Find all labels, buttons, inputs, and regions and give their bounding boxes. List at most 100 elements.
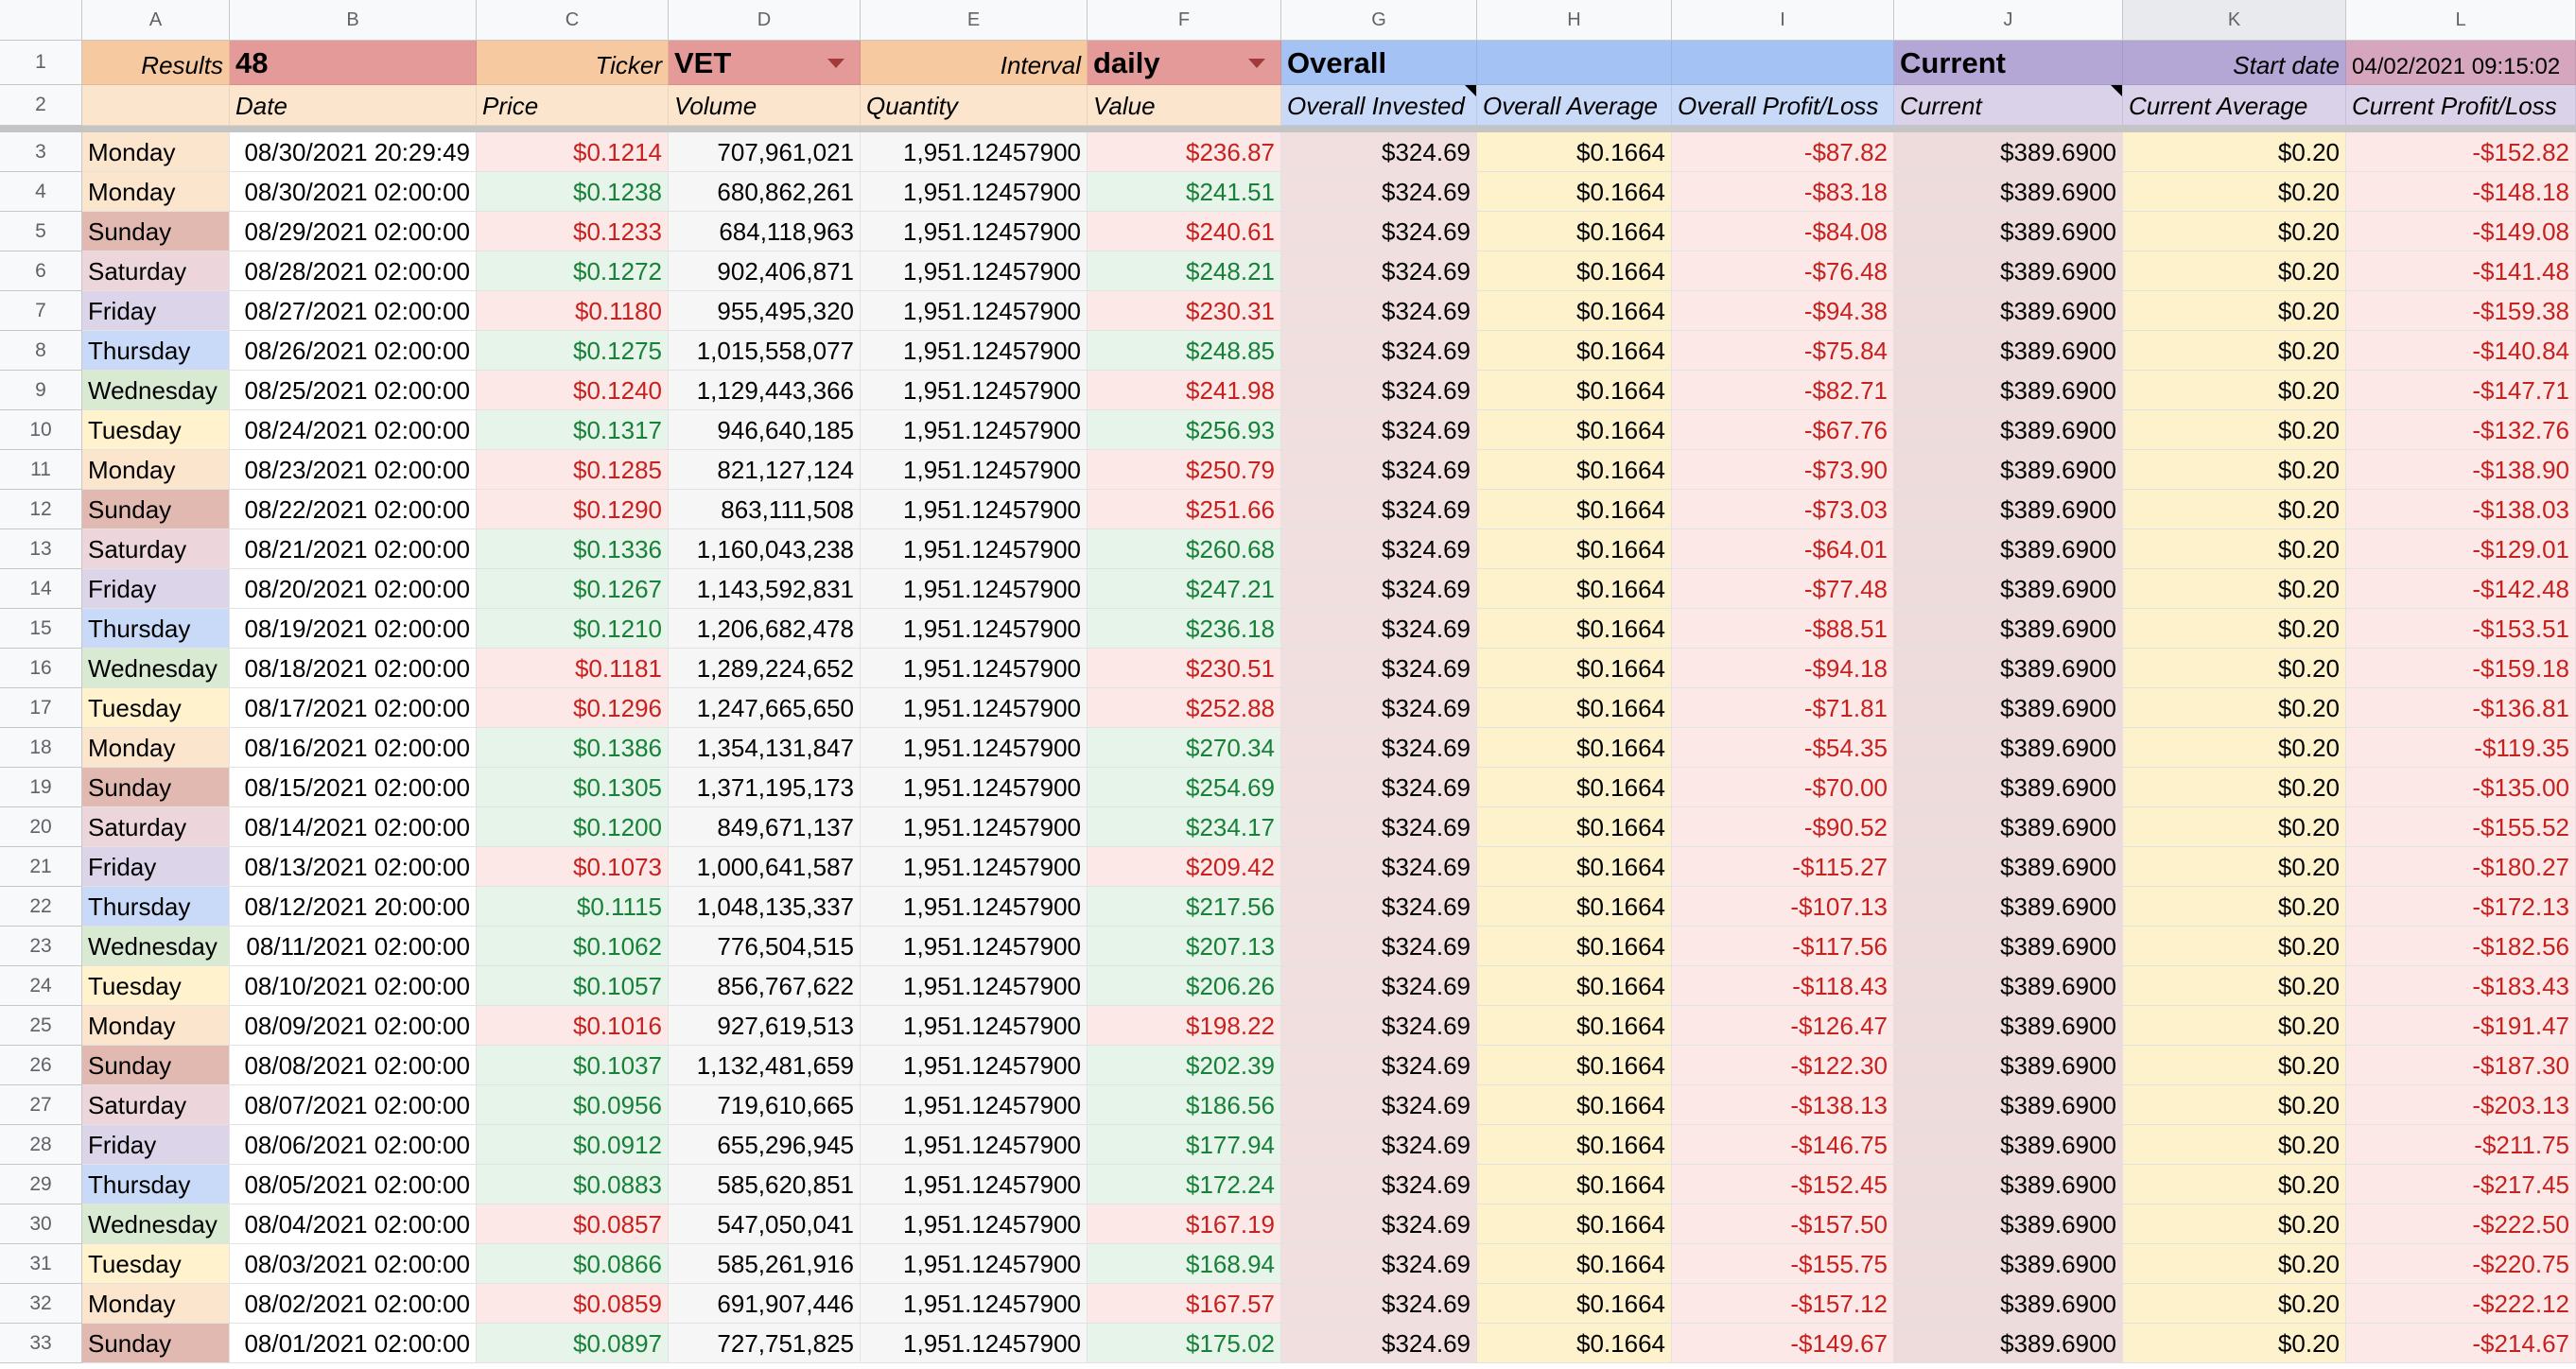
cell[interactable]: $324.69 — [1281, 649, 1477, 688]
cell[interactable]: $0.1664 — [1477, 331, 1672, 371]
cell[interactable]: -$67.76 — [1672, 410, 1894, 450]
cell[interactable]: $0.1238 — [477, 172, 669, 212]
cell[interactable]: $250.79 — [1088, 450, 1281, 490]
cell[interactable]: 08/12/2021 20:00:00 — [230, 887, 477, 927]
cell[interactable]: $389.6900 — [1894, 649, 2123, 688]
cell[interactable]: $0.20 — [2123, 927, 2346, 966]
cell[interactable]: $0.20 — [2123, 291, 2346, 331]
cell[interactable]: 1,132,481,659 — [669, 1046, 861, 1085]
header-cell[interactable]: Overall Average — [1477, 85, 1672, 126]
cell[interactable]: 1,160,043,238 — [669, 529, 861, 569]
cell[interactable]: -$141.48 — [2346, 251, 2576, 291]
cell[interactable]: $0.20 — [2123, 768, 2346, 807]
cell[interactable]: 1,951.12457900 — [861, 1244, 1088, 1284]
column-header[interactable]: C — [477, 0, 669, 41]
cell[interactable]: $230.31 — [1088, 291, 1281, 331]
cell[interactable]: -$187.30 — [2346, 1046, 2576, 1085]
cell[interactable]: -$211.75 — [2346, 1125, 2576, 1165]
cell[interactable]: $0.1386 — [477, 728, 669, 768]
cell[interactable]: -$183.43 — [2346, 966, 2576, 1006]
cell[interactable]: $0.20 — [2123, 807, 2346, 847]
cell[interactable]: 1,015,558,077 — [669, 331, 861, 371]
header-cell[interactable]: Price — [477, 85, 669, 126]
cell[interactable]: $324.69 — [1281, 251, 1477, 291]
cell[interactable]: $209.42 — [1088, 847, 1281, 887]
cell[interactable]: $168.94 — [1088, 1244, 1281, 1284]
cell[interactable]: $0.1664 — [1477, 1204, 1672, 1244]
cell[interactable]: 08/05/2021 02:00:00 — [230, 1165, 477, 1204]
header-cell[interactable]: Start date — [2123, 41, 2346, 85]
cell[interactable]: $324.69 — [1281, 410, 1477, 450]
cell[interactable]: 1,951.12457900 — [861, 569, 1088, 609]
cell[interactable]: $389.6900 — [1894, 450, 2123, 490]
cell[interactable]: $240.61 — [1088, 212, 1281, 251]
cell[interactable]: $0.1057 — [477, 966, 669, 1006]
cell[interactable]: $167.19 — [1088, 1204, 1281, 1244]
row-number[interactable]: 4 — [0, 172, 82, 212]
cell[interactable]: 863,111,508 — [669, 490, 861, 529]
cell[interactable]: -$138.03 — [2346, 490, 2576, 529]
cell[interactable]: $0.1664 — [1477, 1165, 1672, 1204]
cell[interactable]: $324.69 — [1281, 966, 1477, 1006]
cell[interactable]: Wednesday — [82, 649, 230, 688]
cell[interactable]: $324.69 — [1281, 1244, 1477, 1284]
cell[interactable]: -$129.01 — [2346, 529, 2576, 569]
column-header[interactable]: G — [1281, 0, 1477, 41]
header-cell[interactable]: Value — [1088, 85, 1281, 126]
cell[interactable]: 08/22/2021 02:00:00 — [230, 490, 477, 529]
cell[interactable]: $0.1664 — [1477, 172, 1672, 212]
cell[interactable]: $0.1664 — [1477, 847, 1672, 887]
cell[interactable]: Sunday — [82, 1046, 230, 1085]
header-cell[interactable]: Ticker — [477, 41, 669, 85]
row-number[interactable]: 12 — [0, 490, 82, 529]
cell[interactable]: $324.69 — [1281, 291, 1477, 331]
cell[interactable]: $0.1016 — [477, 1006, 669, 1046]
cell[interactable]: 849,671,137 — [669, 807, 861, 847]
cell[interactable]: $324.69 — [1281, 132, 1477, 172]
cell[interactable]: 08/08/2021 02:00:00 — [230, 1046, 477, 1085]
cell[interactable]: 08/11/2021 02:00:00 — [230, 927, 477, 966]
cell[interactable]: $186.56 — [1088, 1085, 1281, 1125]
note-indicator[interactable] — [1465, 85, 1476, 96]
cell[interactable]: $236.18 — [1088, 609, 1281, 649]
cell[interactable]: Friday — [82, 569, 230, 609]
cell[interactable]: -$126.47 — [1672, 1006, 1894, 1046]
cell[interactable]: $0.20 — [2123, 1324, 2346, 1363]
cell[interactable]: $217.56 — [1088, 887, 1281, 927]
column-header[interactable]: D — [669, 0, 861, 41]
cell[interactable]: $202.39 — [1088, 1046, 1281, 1085]
cell[interactable]: -$159.38 — [2346, 291, 2576, 331]
cell[interactable]: $389.6900 — [1894, 529, 2123, 569]
cell[interactable]: $389.6900 — [1894, 1125, 2123, 1165]
cell[interactable]: $324.69 — [1281, 1046, 1477, 1085]
header-cell[interactable]: daily — [1088, 41, 1281, 85]
cell[interactable]: 856,767,622 — [669, 966, 861, 1006]
column-header[interactable]: F — [1088, 0, 1281, 41]
column-header[interactable]: A — [82, 0, 230, 41]
cell[interactable]: $0.1037 — [477, 1046, 669, 1085]
cell[interactable]: -$138.13 — [1672, 1085, 1894, 1125]
cell[interactable]: 08/04/2021 02:00:00 — [230, 1204, 477, 1244]
cell[interactable]: $234.17 — [1088, 807, 1281, 847]
cell[interactable]: -$136.81 — [2346, 688, 2576, 728]
cell[interactable]: -$119.35 — [2346, 728, 2576, 768]
header-cell[interactable]: Quantity — [861, 85, 1088, 126]
cell[interactable]: Friday — [82, 847, 230, 887]
dropdown-arrow[interactable] — [826, 57, 846, 70]
cell[interactable]: Friday — [82, 291, 230, 331]
header-cell[interactable]: Interval — [861, 41, 1088, 85]
column-header[interactable]: J — [1894, 0, 2123, 41]
header-cell[interactable]: Current — [1894, 41, 2123, 85]
row-number[interactable]: 29 — [0, 1165, 82, 1204]
cell[interactable]: -$94.38 — [1672, 291, 1894, 331]
cell[interactable]: 1,951.12457900 — [861, 410, 1088, 450]
cell[interactable]: 691,907,446 — [669, 1284, 861, 1324]
cell[interactable]: $389.6900 — [1894, 847, 2123, 887]
cell[interactable]: $0.20 — [2123, 490, 2346, 529]
cell[interactable]: $0.20 — [2123, 1284, 2346, 1324]
cell[interactable]: -$203.13 — [2346, 1085, 2576, 1125]
header-cell[interactable]: Volume — [669, 85, 861, 126]
cell[interactable]: 1,143,592,831 — [669, 569, 861, 609]
cell[interactable]: $0.1664 — [1477, 450, 1672, 490]
cell[interactable]: 927,619,513 — [669, 1006, 861, 1046]
